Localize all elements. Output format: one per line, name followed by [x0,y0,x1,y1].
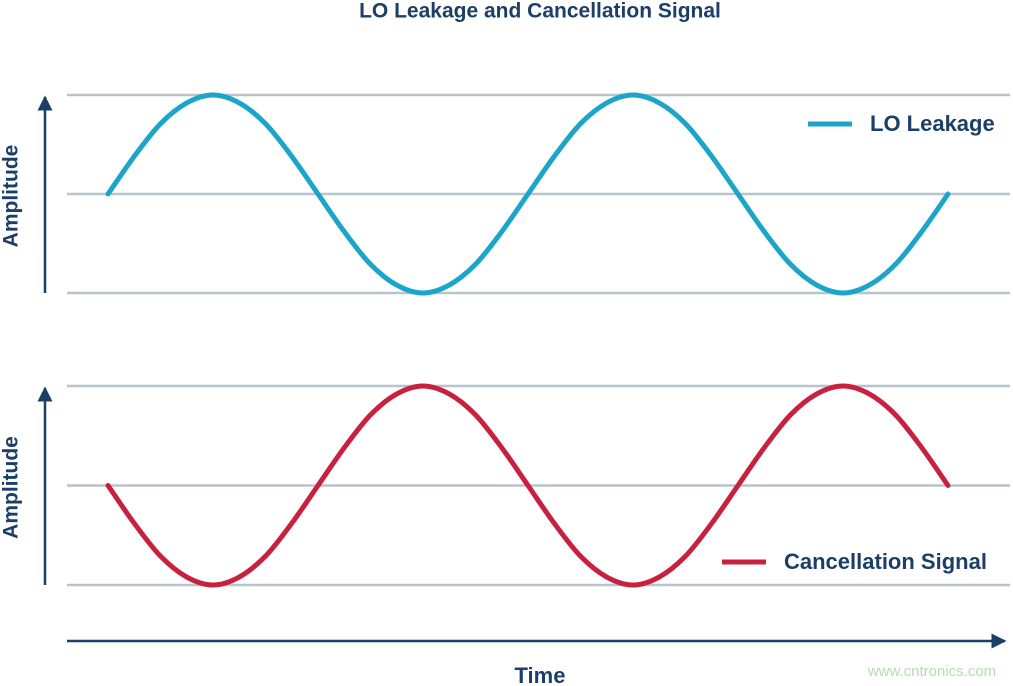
chart-title: LO Leakage and Cancellation Signal [359,0,721,23]
y-axis-label: Amplitude [0,145,23,248]
x-axis-label: Time [515,663,566,686]
legend-label: LO Leakage [870,111,995,136]
series-line [105,383,951,588]
legend-label: Cancellation Signal [784,549,987,574]
watermark: www.cntronics.com [867,663,996,680]
series-line [105,92,951,296]
y-axis-label: Amplitude [0,436,23,539]
